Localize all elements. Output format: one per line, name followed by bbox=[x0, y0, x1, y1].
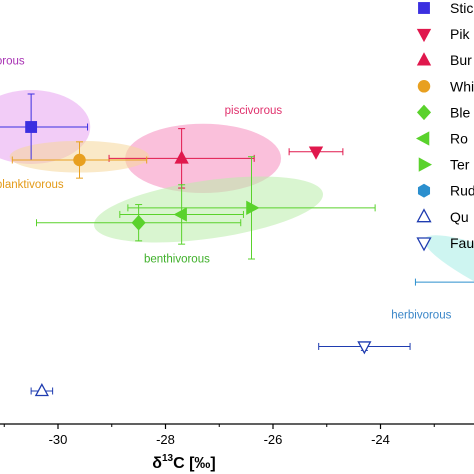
legend-marker-qu bbox=[416, 208, 432, 223]
legend-marker-bur bbox=[416, 52, 432, 66]
legend-marker-pik bbox=[416, 28, 432, 43]
x-tick-label: -28 bbox=[156, 432, 175, 447]
x-tick-label: -26 bbox=[264, 432, 283, 447]
group-labels: rnivorous piscivorous zooplanktivorous bent… bbox=[0, 55, 452, 321]
group-label-piscivorous: piscivorous bbox=[225, 105, 283, 117]
legend-label-bur: Bur bbox=[450, 52, 472, 68]
ellipse-benthivorous bbox=[93, 176, 324, 243]
legend-marker-ro bbox=[416, 131, 430, 146]
legend-label-ter: Ter bbox=[450, 157, 470, 173]
marker-whi bbox=[73, 153, 86, 167]
legend-label-ro: Ro bbox=[450, 131, 468, 147]
marker-qu bbox=[34, 383, 49, 397]
legend-label-stic: Stic bbox=[450, 0, 473, 16]
legend-label-ble: Ble bbox=[450, 104, 470, 120]
legend-marker-fau bbox=[416, 237, 432, 252]
legend-label-fau: Fau bbox=[450, 235, 474, 251]
legend-label-rud: Rud bbox=[450, 183, 474, 199]
marker-bur bbox=[174, 150, 189, 164]
x-axis-title: δ13C [‰] bbox=[152, 453, 215, 472]
marker-stic bbox=[25, 121, 38, 133]
legend-label-qu: Qu bbox=[450, 209, 469, 225]
legend-marker-rud bbox=[417, 183, 431, 198]
x-tick-label: -24 bbox=[371, 432, 390, 447]
legend-label-whi: Whi bbox=[450, 78, 474, 94]
legend-label-pik: Pik bbox=[450, 26, 470, 42]
marker-pik bbox=[308, 146, 324, 160]
marker-ble bbox=[131, 214, 146, 231]
marker-ro bbox=[173, 207, 187, 222]
legend: Stic Pik Bur Whi Ble Ro Ter Rud Qu Fau bbox=[416, 0, 474, 252]
data-markers bbox=[25, 121, 372, 397]
legend-marker-ter bbox=[418, 157, 432, 172]
group-ellipses bbox=[0, 90, 474, 331]
legend-marker-whi bbox=[417, 80, 431, 93]
legend-marker-ble bbox=[416, 104, 432, 121]
x-axis-title-symbol: δ bbox=[152, 455, 162, 472]
x-axis: -30-28-26-24-22-20-18 bbox=[0, 423, 474, 447]
group-label-herbivorous: herbivorous bbox=[391, 309, 451, 321]
x-axis-title-superscript: 13 bbox=[162, 453, 174, 464]
x-axis-title-rest: C [‰] bbox=[173, 455, 216, 472]
x-tick-label: -30 bbox=[49, 432, 68, 447]
group-label-carnivorous: rnivorous bbox=[0, 55, 25, 67]
group-label-zooplanktivorous: zooplanktivorous bbox=[0, 179, 64, 191]
group-label-benthivorous: benthivorous bbox=[144, 253, 210, 265]
legend-marker-stic bbox=[418, 2, 430, 14]
marker-ter bbox=[246, 200, 260, 216]
marker-fau bbox=[357, 341, 372, 355]
